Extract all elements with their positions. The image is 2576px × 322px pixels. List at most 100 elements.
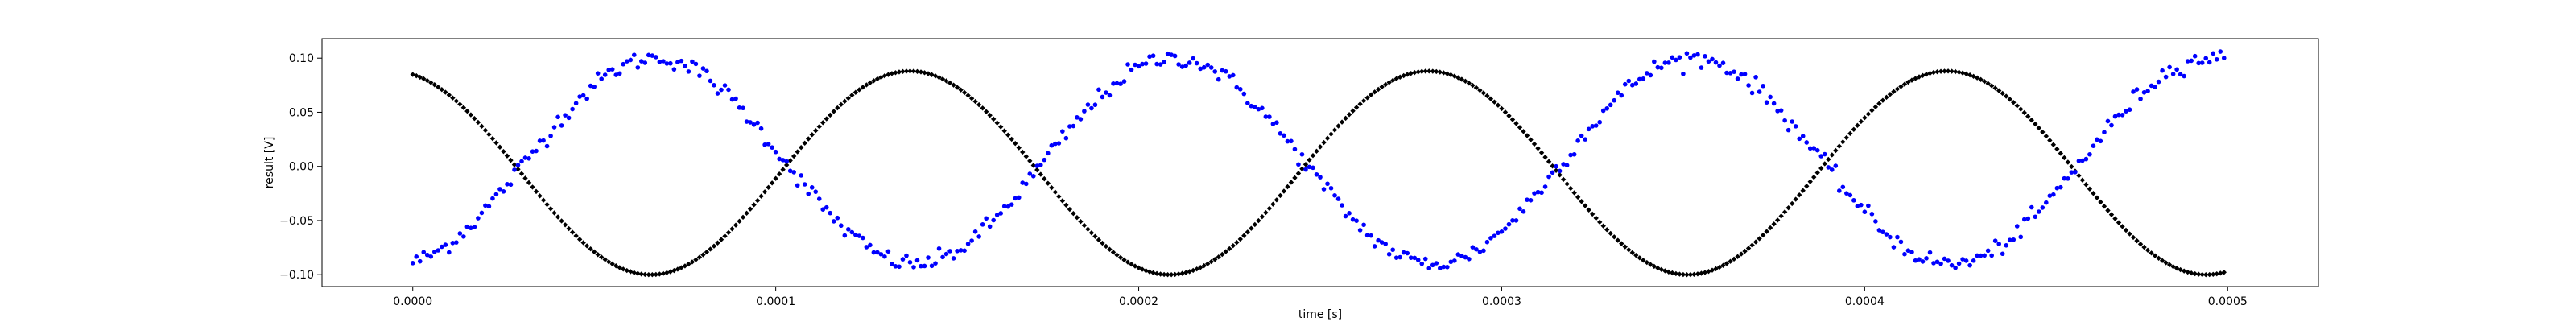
- data-point: [592, 84, 597, 89]
- data-point: [1891, 89, 1897, 94]
- data-point: [918, 69, 924, 75]
- data-point: [1161, 271, 1167, 278]
- data-point: [2211, 51, 2216, 56]
- data-point: [1492, 99, 1497, 105]
- data-point: [1619, 241, 1624, 246]
- data-point: [1328, 185, 1334, 191]
- data-point: [559, 123, 564, 128]
- data-point: [1992, 85, 1998, 91]
- data-point: [1992, 238, 1998, 243]
- data-point: [1350, 108, 1356, 114]
- data-point: [617, 71, 622, 76]
- data-point: [1538, 150, 1545, 155]
- data-point: [591, 249, 597, 255]
- data-point: [1633, 81, 1639, 86]
- data-point: [1114, 80, 1120, 86]
- data-point: [820, 120, 826, 126]
- data-point: [852, 89, 859, 95]
- data-point: [1030, 163, 1036, 168]
- data-point: [1876, 228, 1882, 233]
- data-point: [1117, 254, 1124, 261]
- data-point: [2134, 237, 2140, 244]
- data-point: [1684, 271, 1690, 278]
- data-point: [799, 173, 803, 178]
- data-point: [1942, 256, 1947, 262]
- data-point: [1771, 101, 1777, 106]
- data-point: [1194, 266, 1199, 272]
- data-point: [1917, 257, 1922, 262]
- series-2: [410, 49, 2227, 271]
- data-point: [1561, 162, 1566, 167]
- data-point: [1731, 256, 1737, 262]
- data-point: [2083, 182, 2089, 188]
- data-point: [1292, 147, 1298, 152]
- data-point: [1880, 229, 1885, 235]
- data-point: [1422, 256, 1428, 262]
- data-point: [2098, 199, 2103, 205]
- data-point: [1894, 86, 1901, 92]
- data-point: [526, 180, 532, 186]
- data-point: [2116, 112, 2121, 118]
- data-point: [588, 83, 593, 89]
- data-point: [1321, 187, 1327, 192]
- data-point: [1150, 270, 1156, 276]
- data-point: [1042, 157, 1047, 163]
- data-point: [914, 68, 920, 75]
- data-point: [664, 61, 670, 66]
- data-point: [1989, 253, 1994, 258]
- data-point: [857, 87, 862, 93]
- data-point: [1078, 117, 1084, 122]
- data-point: [2174, 266, 2180, 271]
- data-point: [708, 78, 713, 84]
- data-point: [2196, 60, 2201, 66]
- data-point: [1270, 201, 1276, 207]
- data-point: [1455, 252, 1461, 257]
- data-point: [712, 83, 716, 88]
- data-point: [657, 60, 663, 64]
- data-point: [994, 213, 1000, 217]
- data-point: [1030, 173, 1036, 179]
- data-point: [2050, 142, 2057, 147]
- data-point: [1089, 105, 1094, 111]
- data-point: [489, 135, 496, 142]
- data-point: [1604, 105, 1610, 111]
- data-point: [1263, 209, 1269, 216]
- data-point: [1092, 102, 1098, 108]
- data-point: [1063, 202, 1069, 208]
- data-point: [511, 162, 518, 167]
- data-point: [464, 108, 470, 114]
- data-point: [479, 210, 485, 216]
- data-point: [1441, 70, 1447, 76]
- data-point: [1477, 250, 1483, 254]
- data-point: [1005, 132, 1011, 138]
- data-point: [1459, 76, 1465, 82]
- data-point: [1005, 204, 1011, 209]
- data-point: [903, 68, 910, 74]
- data-point: [1804, 140, 1810, 145]
- data-point: [1339, 119, 1345, 125]
- data-point: [2214, 56, 2219, 62]
- y-tick-label: 0.05: [289, 106, 314, 119]
- data-point: [766, 142, 771, 147]
- data-point: [1713, 266, 1719, 272]
- data-point: [1837, 188, 1842, 193]
- data-point: [1499, 105, 1505, 112]
- data-point: [1001, 128, 1007, 134]
- data-point: [504, 153, 510, 159]
- data-point: [1360, 98, 1367, 104]
- data-point: [2098, 138, 2103, 144]
- data-point: [573, 101, 579, 106]
- data-point: [1648, 262, 1653, 267]
- data-point: [1060, 129, 1065, 134]
- data-point: [1539, 190, 1544, 196]
- data-point: [2091, 143, 2096, 148]
- data-point: [718, 237, 724, 242]
- data-point: [537, 193, 543, 199]
- data-point: [1314, 171, 1319, 177]
- data-point: [1162, 60, 1166, 64]
- data-point: [762, 142, 767, 147]
- data-point: [1774, 217, 1781, 223]
- data-point: [1412, 255, 1418, 261]
- data-point: [1227, 246, 1232, 252]
- data-point: [820, 207, 826, 212]
